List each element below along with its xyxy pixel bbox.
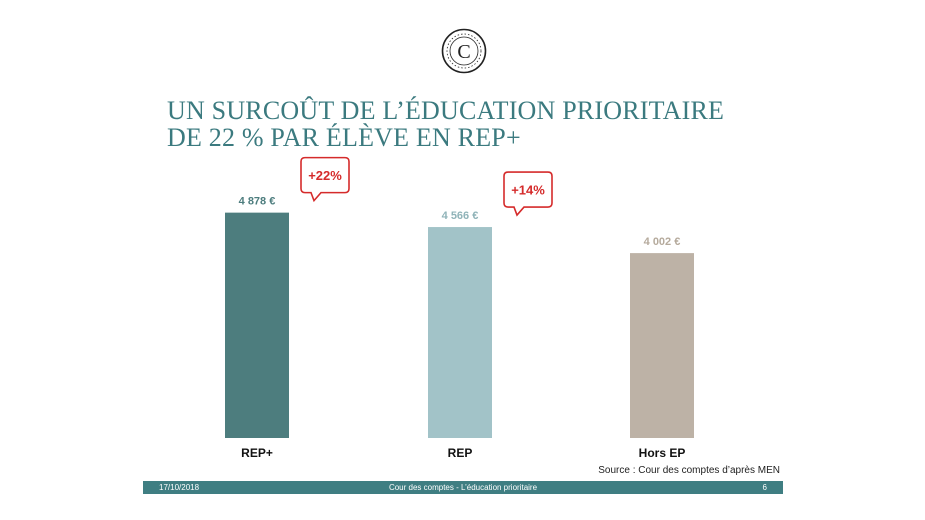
bar-hors-ep <box>630 253 694 438</box>
callout-text-rep: +14% <box>511 183 545 198</box>
footer-date: 17/10/2018 <box>159 483 200 492</box>
callout-bubble-rep <box>503 171 553 217</box>
category-label-rep: REP <box>448 446 473 460</box>
logo-letter: C <box>457 41 470 63</box>
bar-rep <box>428 227 492 438</box>
page-title: UN SURCOÛT DE L’ÉDUCATION PRIORITAIRE DE… <box>167 97 807 151</box>
footer-bar: 17/10/2018 Cour des comptes - L’éducatio… <box>143 481 783 494</box>
callout-bubble-rep <box>300 156 350 203</box>
category-label-hors-ep: Hors EP <box>639 446 686 460</box>
footer-title: Cour des comptes - L’éducation prioritai… <box>388 483 538 492</box>
value-label-rep: 4 566 € <box>442 210 479 222</box>
bar-chart: 4 878 € REP+ 4 566 € REP 4 002 € Hors EP +22% +… <box>225 156 694 460</box>
footer-page-number: 6 <box>762 483 767 492</box>
value-label-hors-ep: 4 002 € <box>644 236 681 248</box>
cour-des-comptes-logo: C <box>441 28 487 74</box>
title-line-1: UN SURCOÛT DE L’ÉDUCATION PRIORITAIRE <box>167 96 725 125</box>
source-note: Source : Cour des comptes d’après MEN <box>598 465 780 476</box>
category-label-rep: REP+ <box>241 446 273 460</box>
title-line-2: DE 22 % PAR ÉLÈVE EN REP+ <box>167 123 521 152</box>
value-label-rep: 4 878 € <box>239 196 276 208</box>
callout-text-rep: +22% <box>308 168 342 183</box>
bar-rep <box>225 212 289 438</box>
